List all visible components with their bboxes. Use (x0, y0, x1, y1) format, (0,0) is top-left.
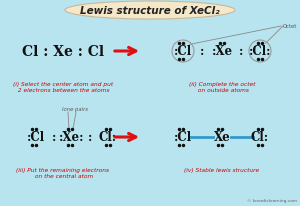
Text: :: : (239, 45, 243, 58)
Text: lone pairs: lone pairs (62, 107, 88, 111)
Text: :: : (88, 131, 92, 144)
Text: :: : (52, 131, 56, 144)
Text: (ii) Complete the octet
 on outside atoms: (ii) Complete the octet on outside atoms (189, 82, 255, 92)
Text: (iii) Put the remaining electrons
 on the central atom: (iii) Put the remaining electrons on the… (16, 167, 110, 178)
Text: :Cl: :Cl (27, 131, 45, 144)
Text: :Cl: :Cl (174, 131, 192, 144)
Text: Octet: Octet (283, 23, 297, 28)
Text: Cl:: Cl: (251, 131, 269, 144)
Text: (iv) Stable lewis structure: (iv) Stable lewis structure (184, 167, 260, 172)
Ellipse shape (65, 2, 235, 20)
Text: Cl:: Cl: (99, 131, 117, 144)
Text: Xe: Xe (214, 131, 230, 144)
Text: Cl : Xe : Cl: Cl : Xe : Cl (22, 45, 104, 59)
Text: (i) Select the center atom and put
 2 electrons between the atoms: (i) Select the center atom and put 2 ele… (13, 82, 113, 92)
Text: :: : (200, 45, 204, 58)
Text: Lewis structure of XeCl₂: Lewis structure of XeCl₂ (80, 6, 220, 16)
Text: :Xe: :Xe (212, 45, 233, 58)
Text: :Cl: :Cl (174, 45, 192, 58)
Text: :Cl:: :Cl: (249, 45, 271, 58)
Text: © knordislearning.com: © knordislearning.com (247, 198, 297, 202)
Text: :Xe:: :Xe: (59, 131, 85, 144)
